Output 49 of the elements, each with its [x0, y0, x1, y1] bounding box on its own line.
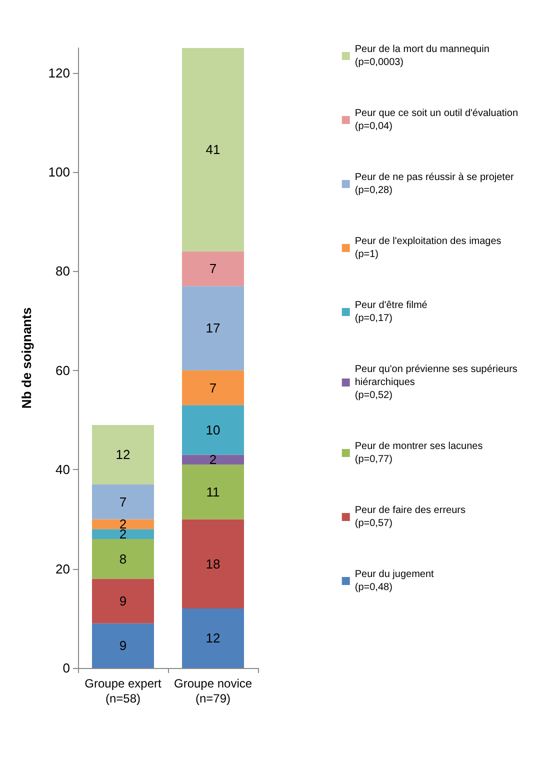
data-label: 8: [119, 551, 127, 566]
bar: [92, 539, 154, 579]
y-axis-title: Nb de soignants: [19, 307, 34, 409]
x-tick-label: Groupe novice (n=79): [174, 676, 252, 706]
data-label: 12: [116, 447, 130, 462]
data-label: 7: [209, 380, 217, 396]
y-tick-label: 40: [56, 462, 70, 478]
data-label: 9: [119, 594, 127, 609]
y-tick-label: 20: [56, 561, 70, 576]
legend-label: Peur de l'exploitation des images (p=1): [354, 236, 502, 260]
bar: [182, 519, 244, 608]
data-label: 7: [119, 494, 127, 510]
bar: [182, 608, 244, 668]
bar: [92, 529, 154, 540]
legend-label: Peur de ne pas réussir à se projeter (p=0,28): [354, 172, 515, 196]
bar: [92, 578, 154, 624]
y-tick-label: 80: [56, 264, 70, 279]
x-tick-label: Groupe expert (n=58): [84, 676, 162, 706]
bar: [182, 464, 244, 520]
data-label: 10: [206, 422, 220, 438]
legend-label: Peur qu'on prévienne ses supérieurs hiérarchiques (p=0,52): [354, 364, 518, 401]
bar: [182, 405, 244, 455]
bar: [182, 286, 244, 370]
bar: [182, 370, 244, 406]
bar: [92, 623, 154, 668]
y-tick-label: 120: [48, 65, 70, 80]
bar: [92, 484, 154, 520]
data-label: 12: [206, 630, 220, 646]
y-tick-label: 100: [48, 164, 70, 180]
legend-label: Peur de faire des erreurs (p=0,57): [354, 505, 466, 529]
y-tick-label: 60: [56, 362, 70, 378]
legend-label: Peur de la mort du mannequin (p=0,0003): [354, 44, 490, 68]
data-label: 2: [209, 452, 217, 468]
legend-label: Peur que ce soit un outil d'évaluation (p=0,04): [354, 108, 518, 132]
legend-label: Peur d'être filmé (p=0,17): [354, 300, 428, 324]
legend-label: Peur du jugement (p=0,48): [354, 569, 434, 593]
bar: [182, 48, 244, 252]
bar: [182, 251, 244, 286]
y-tick-label: 0: [62, 660, 70, 676]
data-label: 17: [206, 320, 220, 336]
data-label: 11: [206, 484, 220, 500]
data-label: 7: [209, 261, 217, 276]
bar: [182, 454, 244, 465]
legend-label: Peur de montrer ses lacunes (p=0,77): [354, 441, 483, 465]
data-label: 41: [206, 142, 220, 158]
bar: [92, 519, 154, 530]
bar: [92, 424, 154, 484]
data-label: 18: [206, 556, 220, 572]
data-label: 9: [119, 638, 127, 654]
